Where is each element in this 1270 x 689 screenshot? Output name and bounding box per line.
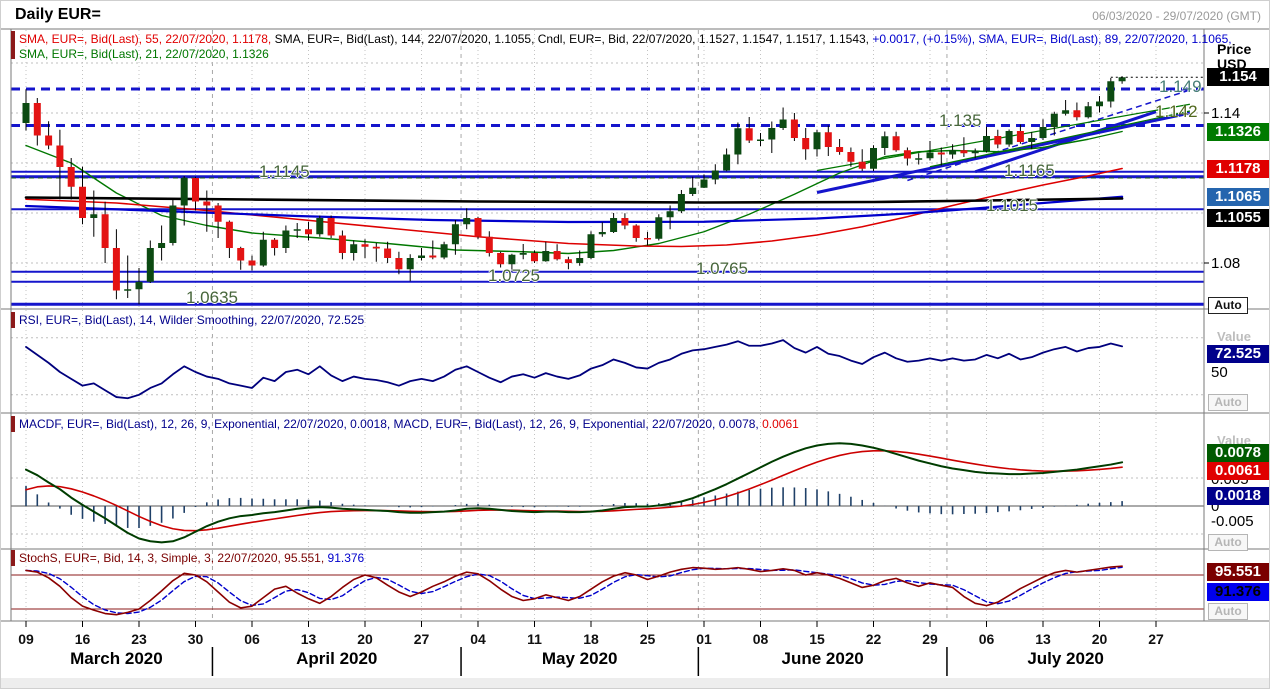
- rsi-line: [25, 339, 1123, 400]
- month-label: July 2020: [1027, 649, 1104, 668]
- price-badge: 1.1178: [1207, 159, 1269, 178]
- level-label: 1.0725: [488, 266, 540, 285]
- x-tick-label: 01: [696, 631, 712, 647]
- trendline: [974, 110, 1157, 174]
- price-badge: 1.1065: [1207, 187, 1269, 206]
- legend-sma21: SMA, EUR=, Bid(Last), 21, 22/07/2020, 1.…: [19, 47, 269, 61]
- macd-legend: MACDF, EUR=, Bid(Last), 12, 26, 9, Expon…: [19, 417, 799, 432]
- stoch-badge: 95.551: [1207, 563, 1269, 581]
- macd-badge: 0.0061: [1207, 462, 1269, 480]
- macd-legend-main: MACDF, EUR=, Bid(Last), 12, 26, 9, Expon…: [19, 417, 763, 431]
- price-axis-currency: USD: [1217, 56, 1247, 72]
- page-title: Daily EUR=: [15, 6, 101, 23]
- x-tick-label: 15: [809, 631, 825, 647]
- month-label: May 2020: [541, 649, 618, 668]
- x-tick-label: 13: [1035, 631, 1051, 647]
- macd-panel-accent: [11, 416, 15, 432]
- x-tick-label: 06: [244, 631, 260, 647]
- legend-change: +0.0017, (+0.15%),: [872, 32, 979, 46]
- rsi-tick-label: 50: [1211, 364, 1228, 381]
- auto-scale-button[interactable]: Auto: [1208, 603, 1248, 620]
- auto-scale-button[interactable]: Auto: [1208, 394, 1248, 411]
- stoch-panel-accent: [11, 550, 15, 566]
- macd-line: [25, 442, 1124, 544]
- x-tick-label: 20: [1091, 631, 1108, 647]
- price-badge: 1.1055: [1207, 209, 1269, 228]
- x-tick-label: 04: [470, 631, 486, 647]
- price-axis-title: Price: [1217, 41, 1252, 57]
- level-label: 1.135: [939, 111, 982, 130]
- x-tick-label: 27: [1148, 631, 1164, 647]
- legend-sma55: SMA, EUR=, Bid(Last), 55, 22/07/2020, 1.…: [19, 32, 275, 46]
- stoch-k-line: [25, 565, 1123, 616]
- date-range: 06/03/2020 - 29/07/2020 (GMT): [1092, 9, 1261, 23]
- bottom-band: [1, 678, 1269, 688]
- stoch-legend: StochS, EUR=, Bid, 14, 3, Simple, 3, 22/…: [19, 551, 364, 566]
- x-tick-label: 18: [583, 631, 599, 647]
- price-badge: 1.1326: [1207, 122, 1269, 141]
- rsi-axis-title: Value: [1217, 329, 1251, 344]
- sma144-line: [24, 196, 1124, 204]
- trendline: [816, 111, 1191, 194]
- stoch-legend-main: StochS, EUR=, Bid, 14, 3, Simple, 3, 22/…: [19, 551, 328, 565]
- level-label: 1.0635: [186, 288, 238, 307]
- x-tick-label: 20: [357, 631, 373, 647]
- main-panel-accent: [11, 31, 15, 59]
- level-label: 1.1015: [986, 196, 1038, 215]
- x-tick-label: 23: [131, 631, 147, 647]
- macd-tick-label: -0.005: [1211, 513, 1254, 530]
- x-tick-label: 30: [187, 631, 204, 647]
- macd-tick-label: 0: [1211, 498, 1220, 515]
- x-tick-label: 22: [865, 631, 882, 647]
- rsi-legend: RSI, EUR=, Bid(Last), 14, Wilder Smoothi…: [19, 313, 365, 327]
- rsi-badge: 72.525: [1207, 345, 1269, 363]
- price-badge: 1.154: [1207, 68, 1269, 87]
- main-legend: SMA, EUR=, Bid(Last), 55, 22/07/2020, 1.…: [19, 32, 1232, 62]
- macd-badge: 0.0018: [1207, 487, 1269, 505]
- stoch-badge: 91.376: [1207, 583, 1269, 601]
- x-tick-label: 09: [18, 631, 34, 647]
- x-tick-label: 16: [74, 631, 91, 647]
- x-tick-label: 13: [300, 631, 317, 647]
- candles: [22, 76, 1126, 305]
- month-label: April 2020: [296, 649, 378, 668]
- sma21-line: [25, 130, 1123, 255]
- price-annotation: 1.149: [1159, 77, 1202, 96]
- macd-signal-line: [25, 449, 1123, 532]
- sma89-line: [24, 195, 1124, 224]
- price-tick-label: 1.08: [1211, 255, 1241, 272]
- stoch-legend-signal: 91.376: [327, 551, 365, 565]
- x-tick-label: 29: [922, 631, 938, 647]
- legend-sma89: SMA, EUR=, Bid(Last), 89, 22/07/2020, 1.…: [978, 32, 1232, 46]
- level-label: 1.1165: [1004, 161, 1055, 180]
- x-tick-label: 27: [413, 631, 430, 647]
- legend-sma144-cndl: SMA, EUR=, Bid(Last), 144, 22/07/2020, 1…: [274, 32, 873, 46]
- month-label: March 2020: [70, 649, 163, 668]
- month-label: June 2020: [781, 649, 864, 668]
- macd-histogram: [25, 485, 1123, 529]
- x-tick-label: 06: [978, 631, 995, 647]
- auto-scale-button[interactable]: Auto: [1208, 297, 1248, 314]
- price-tick-label: 1.14: [1211, 105, 1241, 122]
- level-label: 1.0765: [696, 259, 748, 278]
- x-tick-label: 11: [527, 631, 542, 647]
- rsi-panel-accent: [11, 312, 15, 328]
- x-tick-label: 08: [752, 631, 769, 647]
- trendline: [929, 110, 1191, 168]
- price-annotation: 1.142: [1155, 102, 1198, 121]
- macd-legend-signal: 0.0061: [762, 417, 799, 431]
- sma55-line: [25, 167, 1123, 248]
- auto-scale-button[interactable]: Auto: [1208, 534, 1248, 551]
- level-label: 1.1145: [259, 162, 310, 181]
- macd-badge: 0.0078: [1207, 444, 1269, 462]
- x-tick-label: 25: [639, 631, 656, 647]
